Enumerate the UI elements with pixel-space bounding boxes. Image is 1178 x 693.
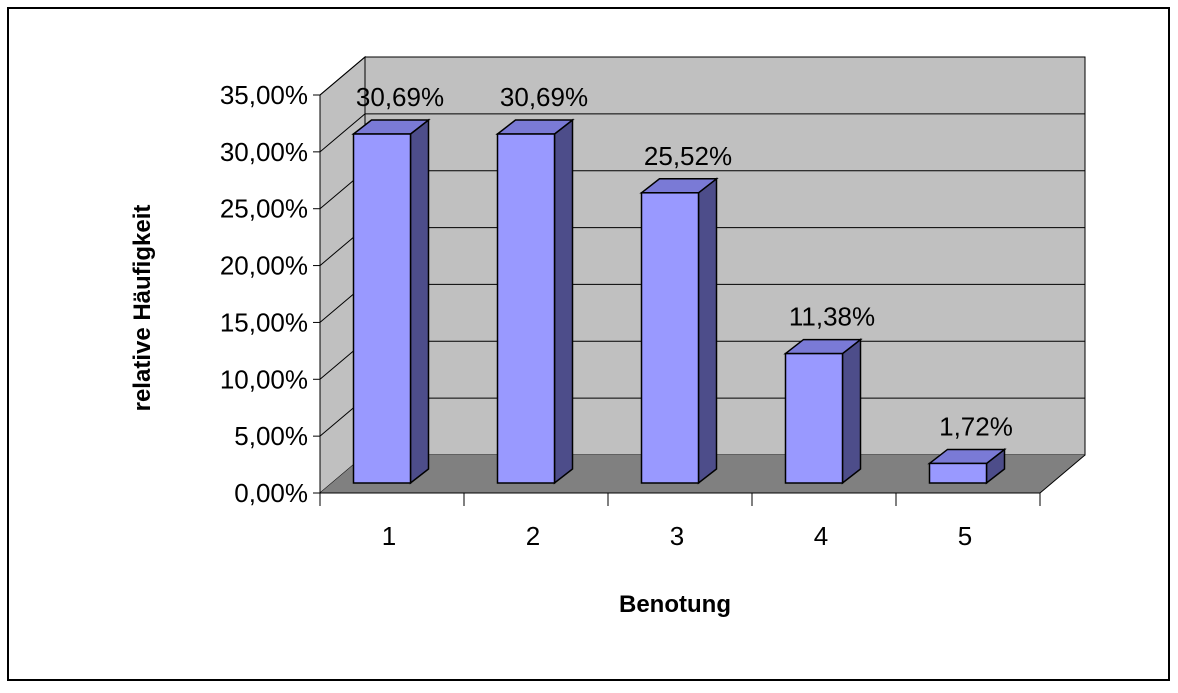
data-label: 11,38% <box>789 302 875 332</box>
bar-side <box>697 177 718 485</box>
bar <box>639 177 719 485</box>
data-label: 25,52% <box>644 141 732 171</box>
bar <box>927 447 1007 485</box>
gridline <box>319 56 1085 96</box>
y-tick-label: 25,00% <box>220 194 308 224</box>
floor-edge <box>1039 454 1086 494</box>
x-axis-title: Benotung <box>619 591 731 618</box>
bar-front <box>352 133 412 484</box>
bars <box>351 118 1007 485</box>
bar-front <box>640 192 700 484</box>
data-label: 1,72% <box>939 411 1013 441</box>
axes <box>313 94 1086 506</box>
gridline <box>319 113 1085 153</box>
y-tick-label: 0,00% <box>234 478 308 508</box>
y-tick-label: 35,00% <box>220 80 308 110</box>
x-tick-label: 1 <box>382 521 396 551</box>
bar <box>495 118 575 485</box>
y-tick-label: 30,00% <box>220 137 308 167</box>
data-label: 30,69% <box>500 82 588 112</box>
bar-side <box>553 118 574 485</box>
bar-front <box>784 352 844 484</box>
bar-side <box>841 338 862 485</box>
back-wall <box>364 56 1086 456</box>
x-tick-label: 5 <box>958 521 972 551</box>
y-tick-label: 5,00% <box>234 421 308 451</box>
data-label: 30,69% <box>356 82 444 112</box>
x-tick-label: 4 <box>814 521 828 551</box>
y-axis-title: relative Häufigkeit <box>129 205 156 412</box>
bar <box>783 338 863 485</box>
y-tick-label: 15,00% <box>220 307 308 337</box>
bar-front <box>928 462 988 484</box>
x-tick-label: 2 <box>526 521 540 551</box>
y-tick-label: 20,00% <box>220 251 308 281</box>
bar-side <box>409 118 430 485</box>
bar-front <box>496 133 556 484</box>
y-tick-label: 10,00% <box>220 364 308 394</box>
x-tick-label: 3 <box>670 521 684 551</box>
bar <box>351 118 431 485</box>
labels: 0,00% 5,00% 10,00% 15,00% 20,00% 25,00% 30,00%… <box>220 80 1013 551</box>
